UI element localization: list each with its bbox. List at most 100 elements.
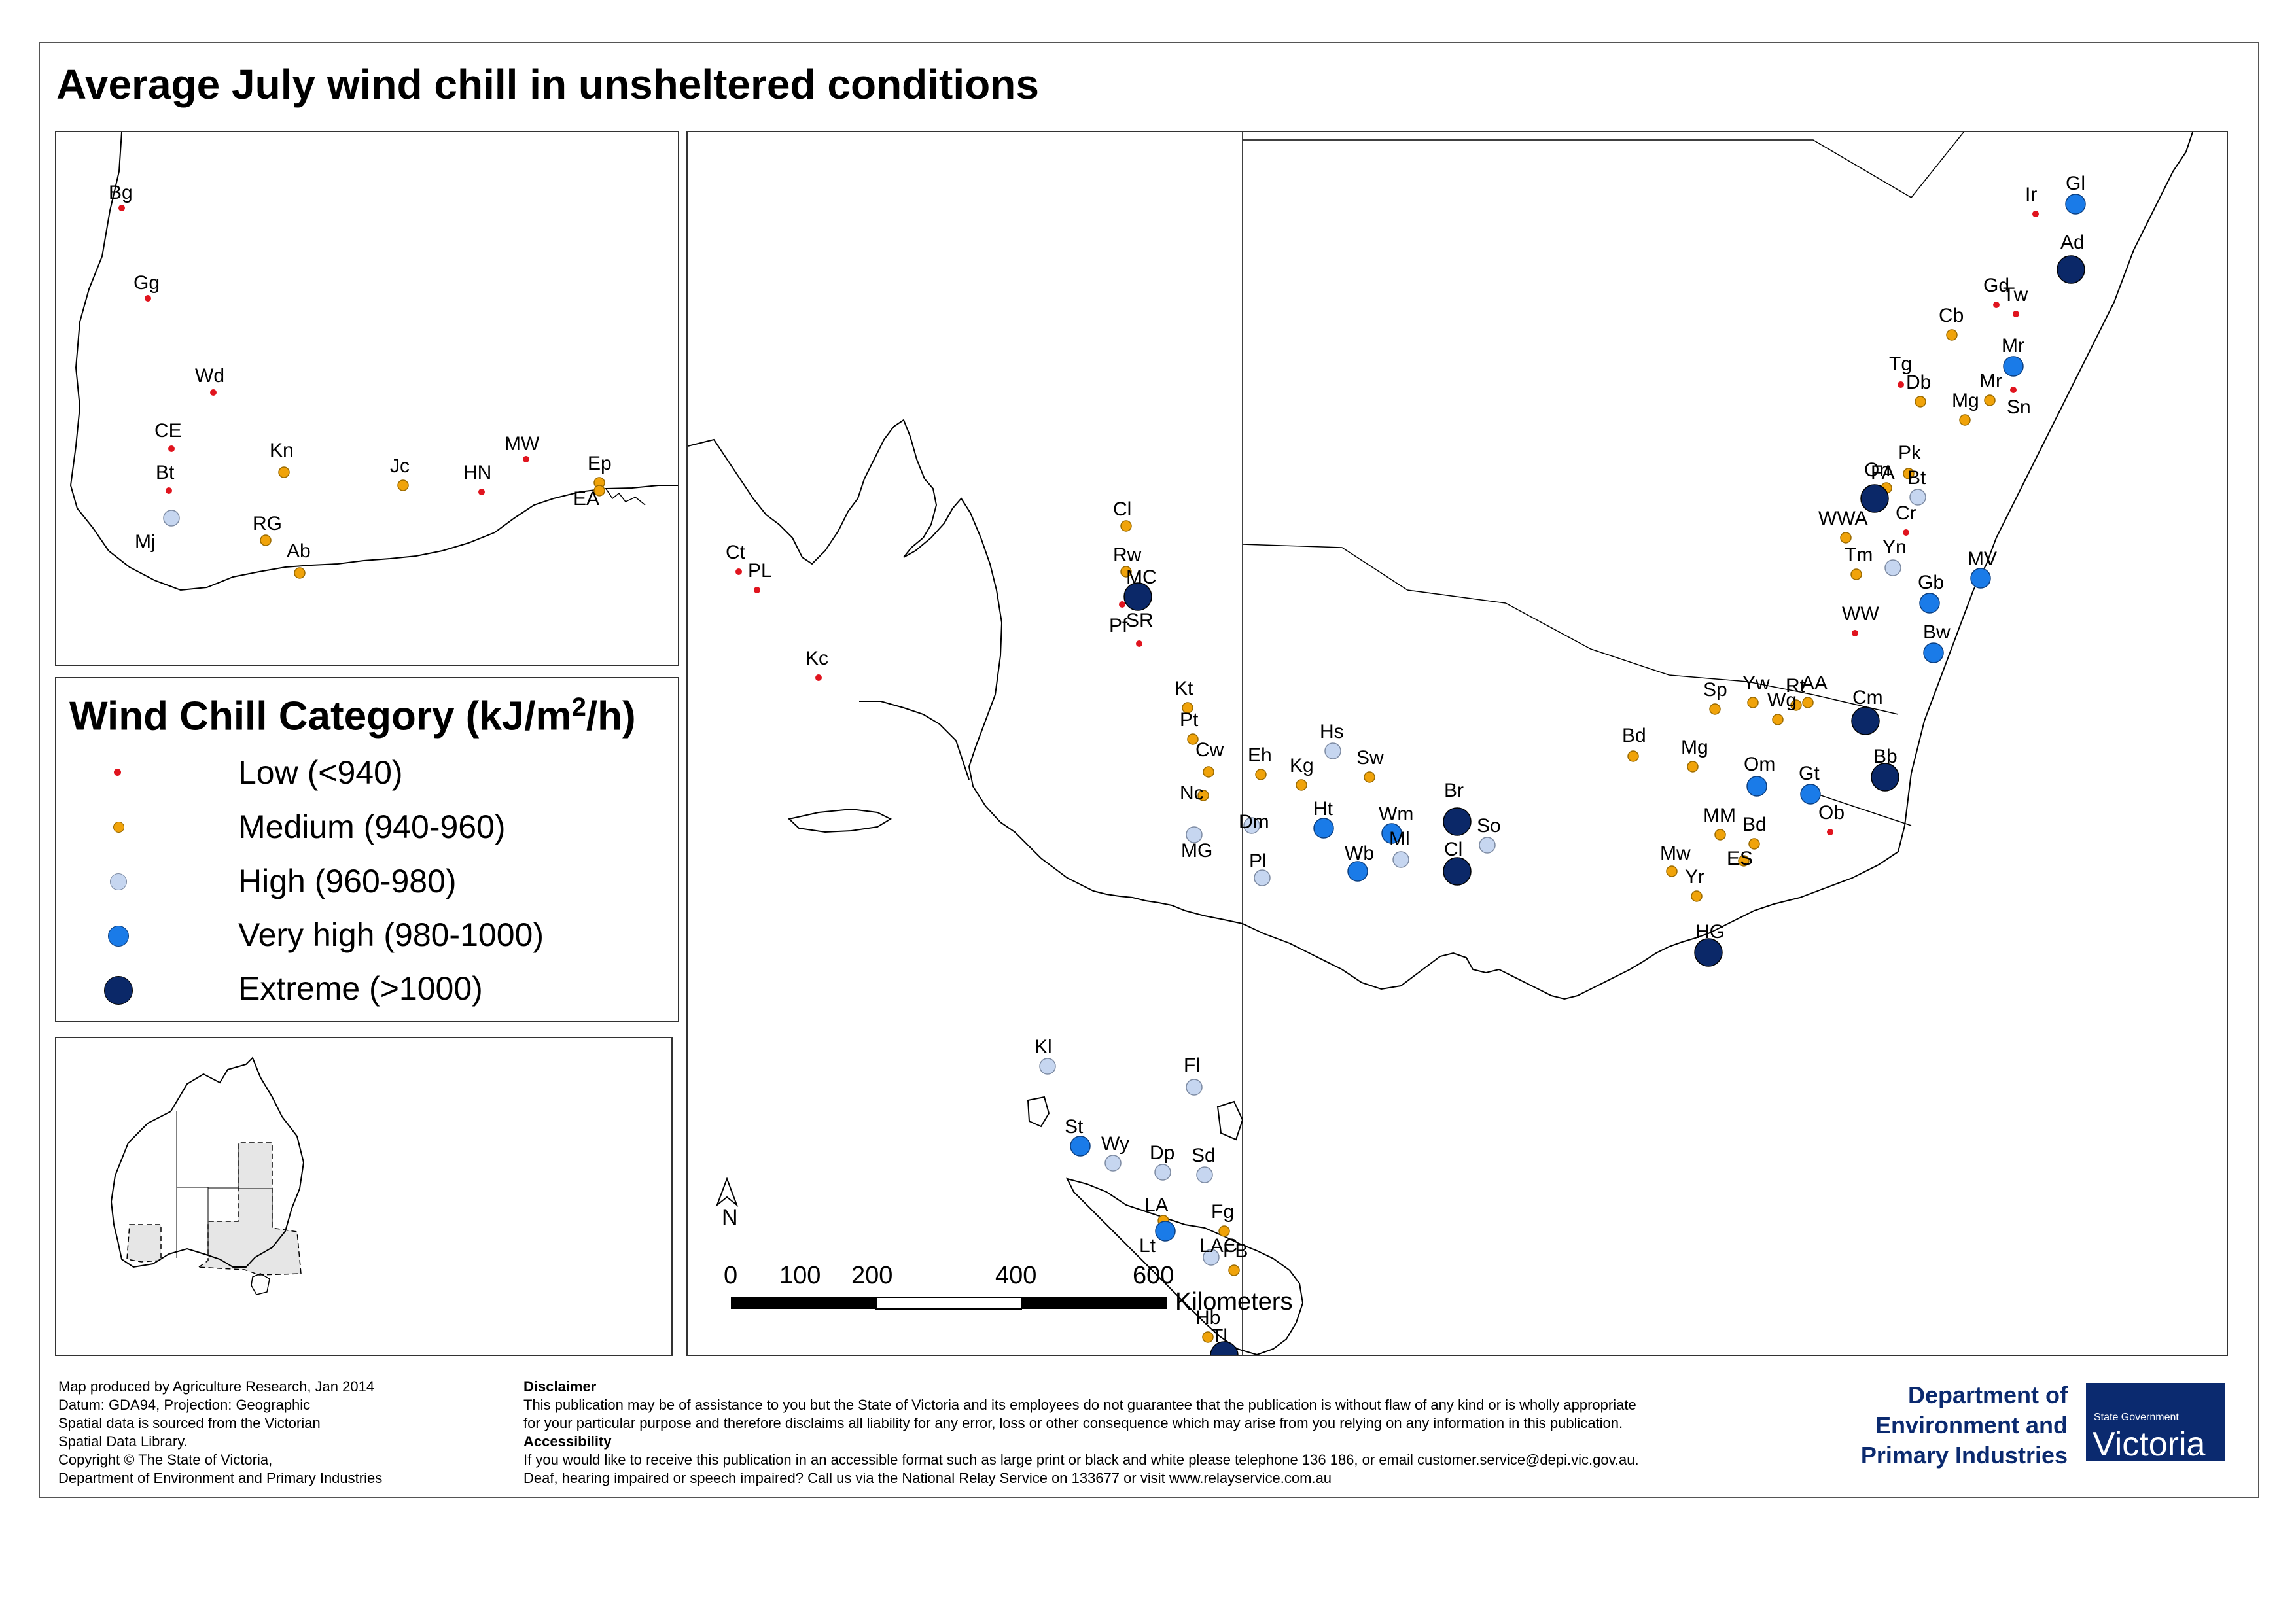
station-label-cl: Cl xyxy=(1444,839,1462,860)
station-label-eh: Eh xyxy=(1248,744,1272,766)
station-marker-pt xyxy=(1187,733,1199,745)
legend-label-extreme: Extreme (>1000) xyxy=(238,970,483,1007)
legend-item-low: Low (<940) xyxy=(56,750,711,796)
station-marker-kn xyxy=(278,466,290,478)
station-marker-ab xyxy=(294,567,306,579)
station-marker-ht xyxy=(1313,818,1334,839)
station-label-wy: Wy xyxy=(1101,1133,1129,1155)
station-label-ml: Ml xyxy=(1389,828,1410,850)
station-marker-pf xyxy=(1119,601,1125,608)
station-label-ce: CE xyxy=(154,420,182,442)
station-marker-mw xyxy=(1666,865,1678,877)
station-marker-es xyxy=(1738,855,1750,867)
station-marker-bt xyxy=(166,487,172,494)
station-label-mw: MW xyxy=(504,433,540,455)
station-marker-gt xyxy=(1800,784,1821,805)
station-marker-tw xyxy=(2013,311,2019,317)
accessibility-heading: Accessibility xyxy=(523,1433,612,1450)
station-marker-gd xyxy=(1993,302,2000,308)
station-label-mr: Mr xyxy=(2002,335,2024,357)
wa-coastline xyxy=(69,131,678,591)
station-marker-mg xyxy=(1687,761,1699,773)
scale-tick-100: 100 xyxy=(779,1262,821,1289)
station-label-cm: Cm xyxy=(1852,687,1883,708)
legend-item-high: High (960-980) xyxy=(56,859,711,905)
station-label-hs: Hs xyxy=(1320,721,1344,742)
station-marker-yr xyxy=(1691,890,1703,902)
station-label-st: St xyxy=(1065,1116,1084,1138)
victoria-coastline xyxy=(1242,851,1899,1000)
map-frame xyxy=(39,42,2259,1498)
station-marker-mr xyxy=(2003,356,2024,377)
station-label-gg: Gg xyxy=(133,272,160,294)
department-line: Department of xyxy=(1907,1382,2068,1408)
station-marker-aa xyxy=(1802,697,1814,708)
station-marker-yw xyxy=(1747,697,1759,708)
wa-coast-detail xyxy=(605,488,646,506)
station-marker-wg xyxy=(1772,714,1784,725)
disclaimer-line: for your particular purpose and therefor… xyxy=(523,1415,1623,1431)
station-label-la: LA xyxy=(1144,1194,1169,1216)
station-marker-kc xyxy=(815,674,822,681)
legend-symbol-high xyxy=(110,873,127,890)
station-label-gt: Gt xyxy=(1799,763,1820,784)
station-marker-sw xyxy=(1364,771,1375,783)
station-marker-hg xyxy=(1694,938,1723,967)
station-label-kc: Kc xyxy=(805,648,828,669)
station-marker-cw xyxy=(1203,766,1214,778)
tasmania-outline xyxy=(251,1273,270,1295)
station-marker-kt xyxy=(1182,702,1193,714)
sa-gulf-coast xyxy=(859,701,970,780)
station-label-nc: Nc xyxy=(1180,782,1204,804)
accessibility-line: Deaf, hearing impaired or speech impaire… xyxy=(523,1470,1332,1486)
station-label-aa: AA xyxy=(1801,672,1828,694)
legend-item-medium: Medium (940-960) xyxy=(56,805,711,850)
credit-line: Spatial Data Library. xyxy=(58,1433,188,1450)
north-label: N xyxy=(722,1205,738,1230)
credit-line: Map produced by Agriculture Research, Ja… xyxy=(58,1378,375,1395)
station-label-bg: Bg xyxy=(109,182,133,203)
station-marker-mc xyxy=(1123,582,1152,611)
station-label-hg: HG xyxy=(1695,921,1725,943)
station-label-tm: Tm xyxy=(1845,544,1873,566)
station-marker-tm xyxy=(1850,568,1862,580)
legend-item-very-high: Very high (980-1000) xyxy=(56,913,711,958)
station-label-es: ES xyxy=(1727,848,1753,869)
station-marker-on xyxy=(1860,484,1889,513)
kangaroo-island xyxy=(787,808,892,833)
nsw-qld-border xyxy=(1243,131,1964,198)
station-marker-sn xyxy=(2010,387,2017,393)
scale-tick-600: 600 xyxy=(1133,1262,1174,1289)
station-marker-cr xyxy=(1903,529,1909,536)
station-label-bt: Bt xyxy=(156,462,175,483)
station-label-tw: Tw xyxy=(2003,284,2028,305)
legend-label-high: High (960-980) xyxy=(238,863,457,899)
station-marker-rg xyxy=(260,534,272,546)
station-label-ww: WW xyxy=(1842,603,1879,625)
scale-tick-200: 200 xyxy=(851,1262,892,1289)
station-marker-mw xyxy=(523,456,529,462)
station-marker-db xyxy=(1915,396,1926,408)
station-label-pf: Pf xyxy=(1109,615,1128,636)
station-marker-dp xyxy=(1154,1164,1171,1181)
station-marker-cl xyxy=(1443,857,1472,886)
station-marker-rw xyxy=(1120,566,1132,578)
north-arrow-icon xyxy=(715,1177,739,1208)
station-marker-gl xyxy=(2065,194,2086,215)
legend-symbol-extreme xyxy=(104,976,133,1005)
station-label-ir: Ir xyxy=(2025,184,2037,205)
legend-panel: Wind Chill Category (kJ/m2/h) Low (<940)… xyxy=(55,677,679,1022)
credit-line: Datum: GDA94, Projection: Geographic xyxy=(58,1397,311,1413)
station-marker-bt xyxy=(1909,489,1926,506)
station-marker-bw xyxy=(1923,642,1944,663)
legend-title: Wind Chill Category (kJ/m2/h) xyxy=(69,693,636,740)
station-label-ad: Ad xyxy=(2060,232,2085,253)
station-label-dm: Dm xyxy=(1239,811,1269,833)
station-label-wb: Wb xyxy=(1345,843,1374,864)
station-label-wm: Wm xyxy=(1379,803,1413,825)
legend-item-extreme: Extreme (>1000) xyxy=(56,966,711,1012)
station-label-lt: Lt xyxy=(1139,1235,1156,1257)
scale-bar-seg-1 xyxy=(731,1297,876,1309)
legend-label-very-high: Very high (980-1000) xyxy=(238,916,544,953)
